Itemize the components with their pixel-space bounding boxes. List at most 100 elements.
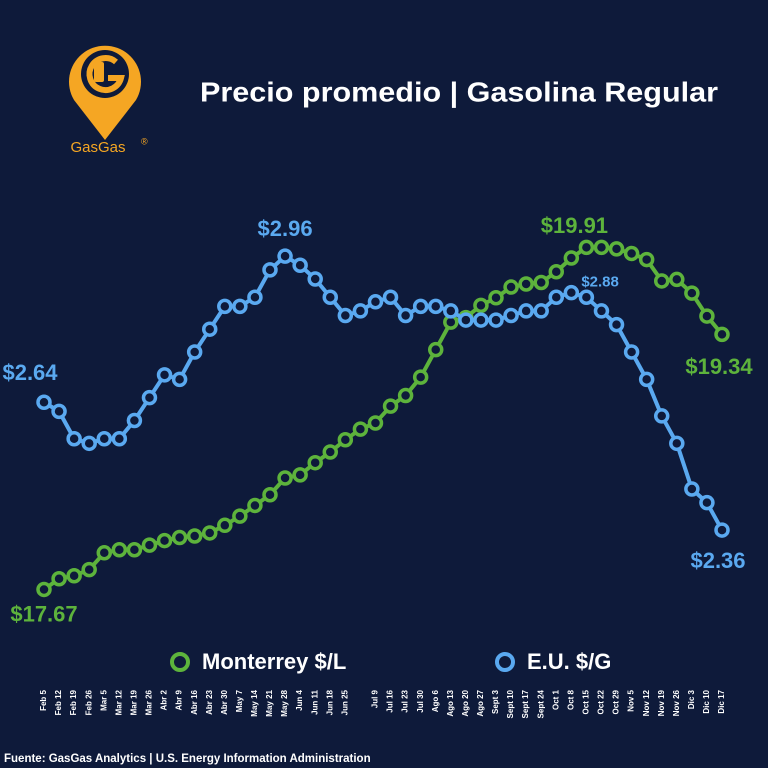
point [201,525,218,541]
point [397,387,414,404]
logo: GasGas ® [69,45,148,156]
point [443,303,459,319]
x-tick-label: May 7 [235,689,244,712]
point [382,289,399,305]
point [337,307,354,324]
legend-label: Monterrey $/L [202,649,346,674]
point [322,444,339,460]
x-tick-label: Oct 15 [582,689,591,714]
point [111,431,128,447]
point [96,431,113,447]
value-label: $17.67 [10,601,77,626]
point [81,435,97,452]
point [653,273,670,289]
x-tick-label: Oct 8 [566,689,575,710]
point [427,341,444,358]
point [488,289,504,306]
chart-title: Precio promedio | Gasolina Regular [200,76,718,107]
x-tick-label: Sept 24 [536,689,545,718]
x-tick-label: Abr 30 [220,689,229,714]
point [684,481,700,497]
point [427,298,444,315]
legend-marker [495,652,515,672]
point [518,303,534,319]
x-tick-label: Feb 12 [54,689,63,715]
point [96,545,113,561]
value-label: $19.34 [685,354,753,379]
point [548,264,565,280]
point [66,431,82,447]
x-tick-label: Feb 5 [39,689,48,710]
value-label: $2.88 [581,274,619,291]
point [608,316,625,333]
point [714,522,730,538]
logo-mark: ® [141,136,148,146]
logo-g [86,55,125,94]
point [171,529,188,546]
x-tick-label: May 21 [265,689,274,716]
point [171,371,188,388]
point [262,262,278,278]
point [186,344,203,360]
point [36,394,52,410]
point [277,470,293,486]
point [201,321,218,337]
legend-marker [170,652,190,672]
x-tick-label: Nov 5 [627,689,636,711]
x-tick-label: Nov 19 [657,689,666,716]
point [699,494,715,511]
point [563,284,580,301]
point [232,298,248,315]
x-tick-label: Jul 30 [416,689,425,712]
point [488,312,504,328]
point [36,581,52,598]
value-label: $2.36 [690,548,745,573]
point [593,303,610,319]
point [412,298,429,315]
point [217,517,233,534]
point [638,371,655,388]
x-tick-label: Jul 16 [386,689,395,712]
x-tick-label: Sept 3 [491,689,500,714]
x-tick-label: Ago 13 [446,689,455,716]
point [277,248,293,264]
x-tick-label: Mar 26 [145,689,154,715]
x-tick-label: Jun 4 [295,689,304,710]
point [653,408,670,424]
point [111,541,128,558]
x-tick-label: Oct 29 [612,689,621,714]
point [66,567,82,584]
x-tick-label: Dic 3 [687,689,696,709]
series [36,239,730,598]
x-tick-label: Ago 6 [431,689,440,712]
point [669,435,685,452]
x-tick-label: Jun 25 [340,689,349,715]
series [36,248,730,538]
x-tick-label: Oct 22 [597,689,606,714]
point [714,326,730,343]
point [81,561,97,578]
point [503,307,519,324]
point [503,279,519,295]
point [156,367,173,383]
x-tick-label: Abr 2 [160,689,169,710]
x-tick-label: Sept 17 [521,689,530,718]
point [262,487,278,503]
legend-label: E.U. $/G [527,649,611,674]
point [518,276,534,292]
x-tick-label: Feb 19 [69,689,78,715]
point [367,294,384,310]
x-tick-label: Nov 26 [672,689,681,716]
x-tick-label: Mar 12 [114,689,123,715]
point [593,239,610,256]
point [141,537,158,553]
point [247,497,263,514]
x-tick-label: May 14 [250,689,259,716]
x-tick-label: Mar 5 [99,689,108,710]
point [412,369,429,385]
x-tick-label: Sept 10 [506,689,515,718]
point [292,467,308,483]
source: Fuente: GasGas Analytics | U.S. Energy I… [4,753,371,765]
x-tick-label: Jul 9 [371,689,380,708]
